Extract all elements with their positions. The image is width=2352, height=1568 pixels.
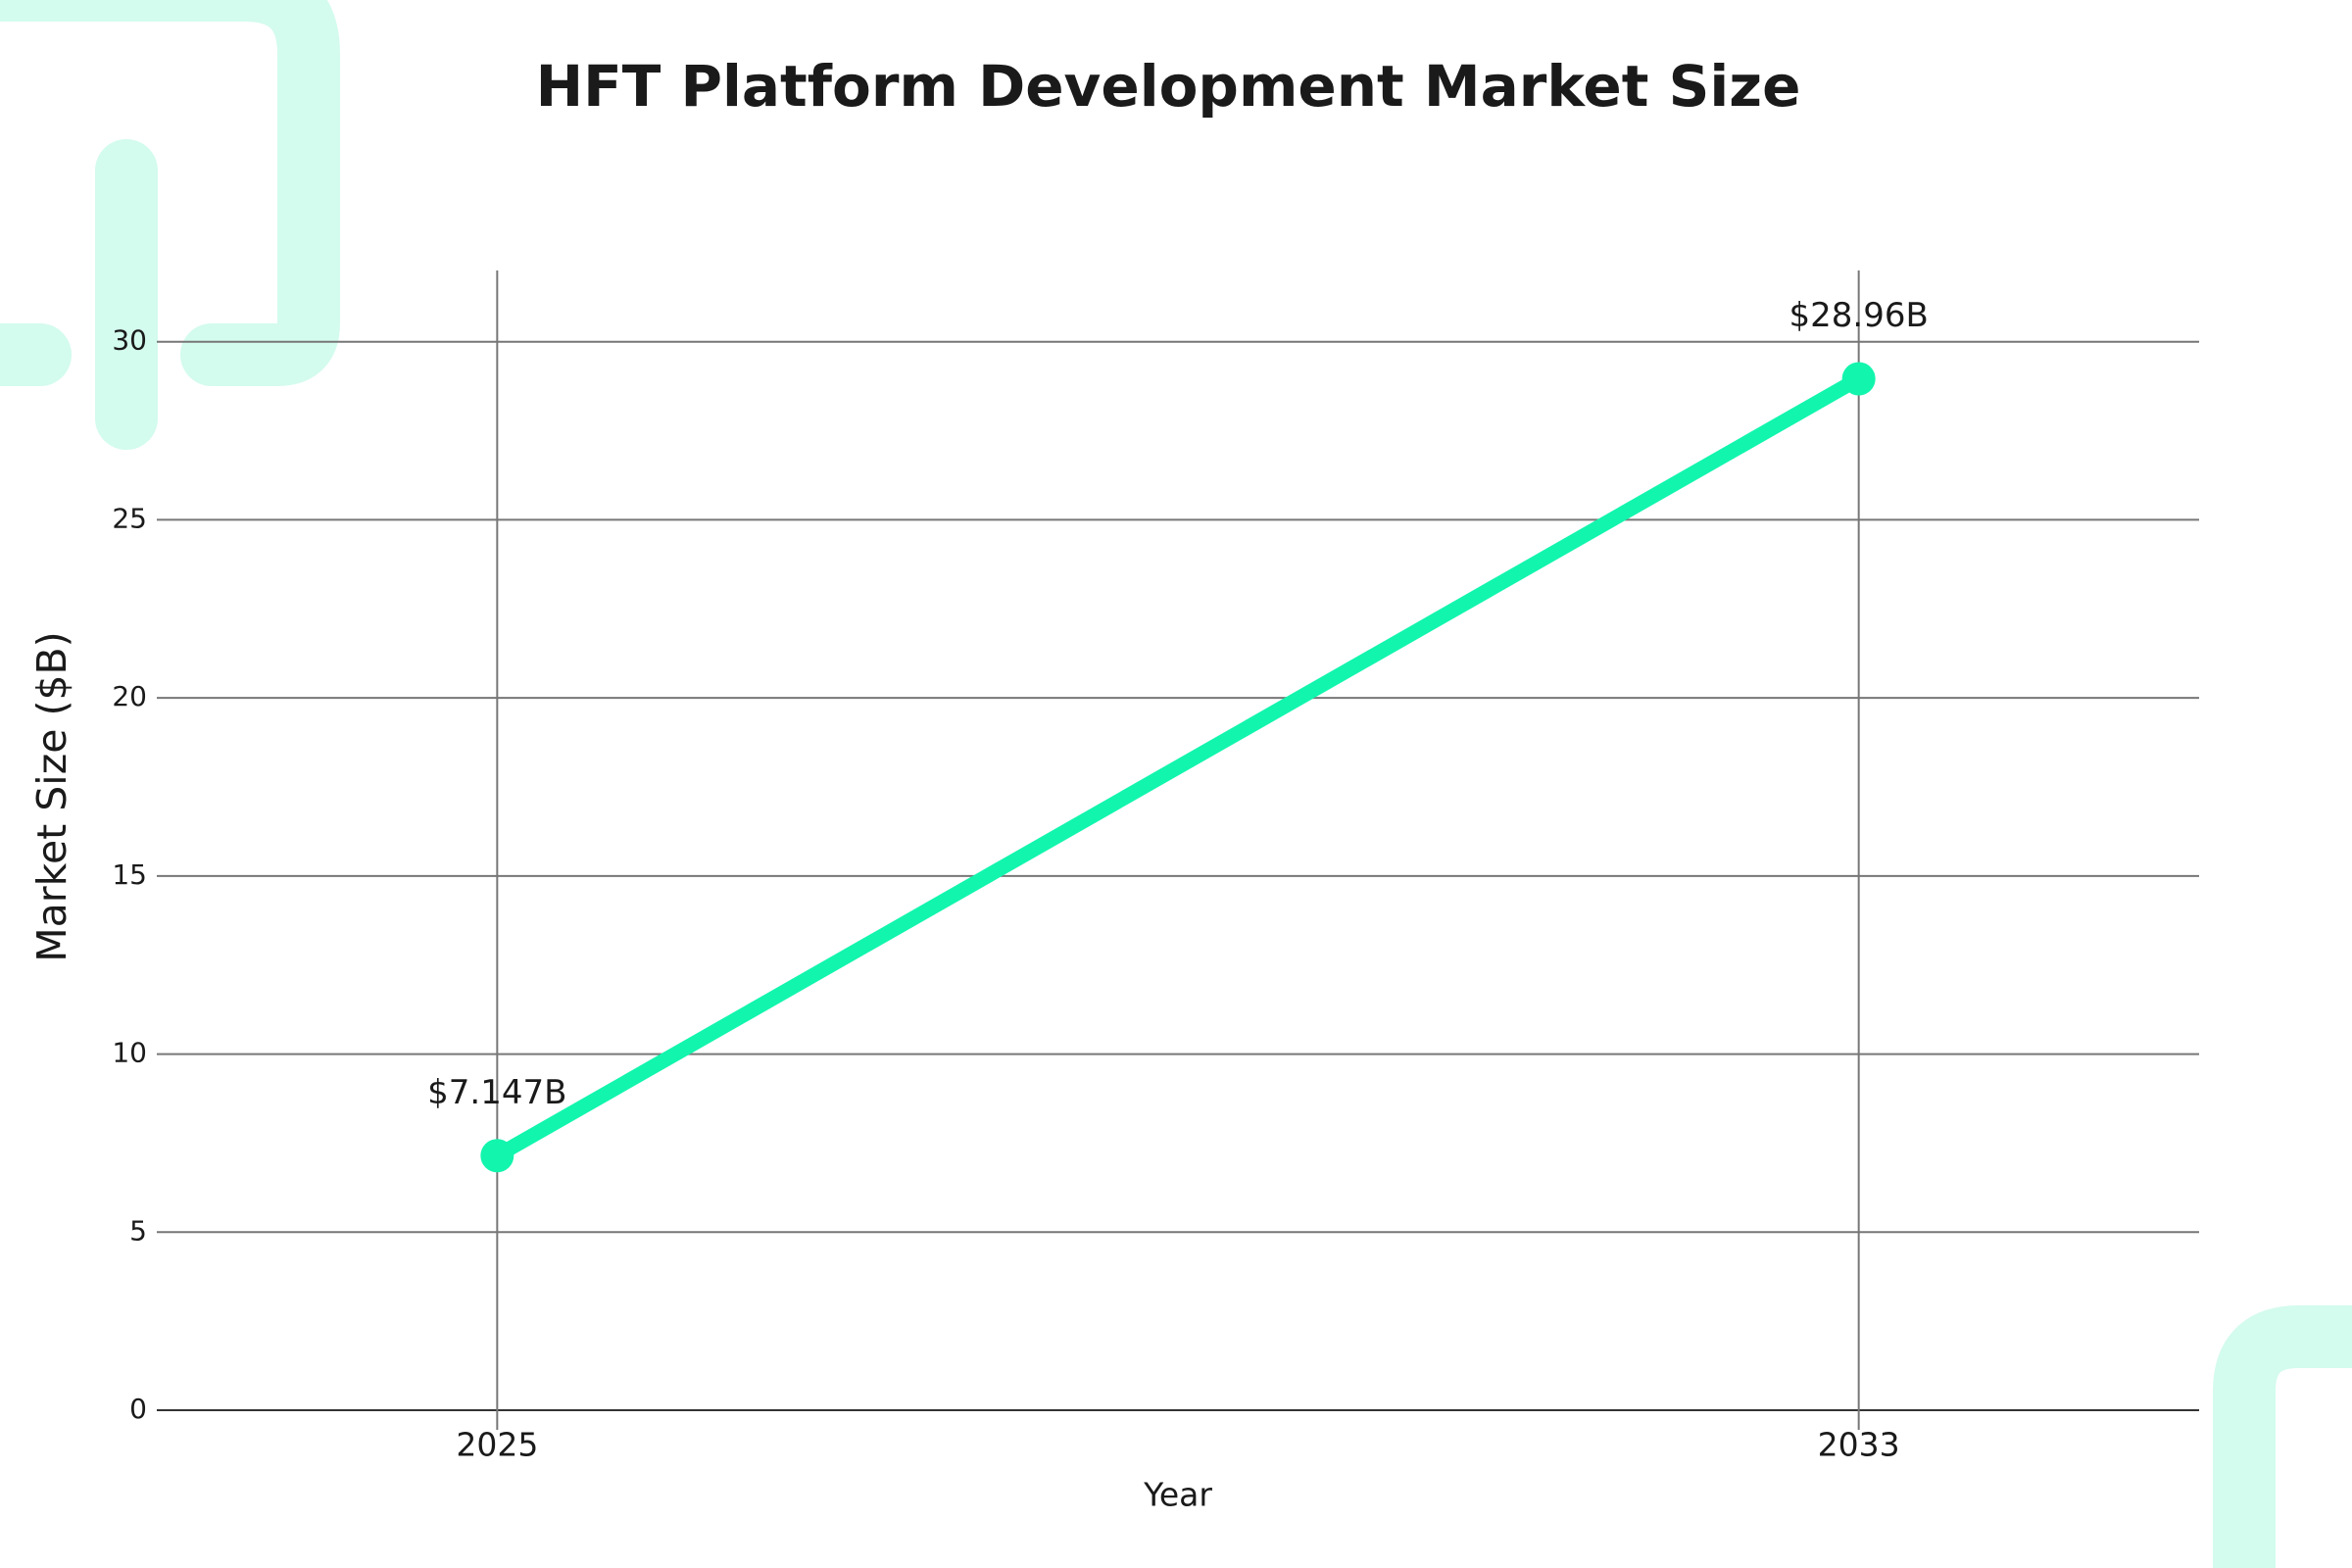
decoration [0,0,340,386]
x-axis-label: Year [1143,1476,1212,1514]
y-tick-label: 15 [112,858,147,891]
point [480,1139,514,1173]
y-axis-label: Market Size ($B) [28,631,75,961]
y-tick-label: 20 [112,680,147,712]
point [1841,362,1876,396]
decoration [2213,1305,2352,1568]
value-label: $28.96B [1789,296,1929,335]
y-tick-label: 10 [112,1037,147,1069]
x-tick-label: 2025 [456,1426,538,1464]
line [489,370,1867,1163]
chart-title: HFT Platform Development Market Size [536,53,1801,120]
value-label: $7.147B [427,1073,566,1112]
y-tick-label: 5 [129,1214,147,1247]
y-tick-label: 25 [112,502,147,534]
y-tick-label: 30 [112,324,147,357]
x-tick-label: 2033 [1818,1426,1900,1464]
y-tick-label: 0 [129,1393,147,1425]
